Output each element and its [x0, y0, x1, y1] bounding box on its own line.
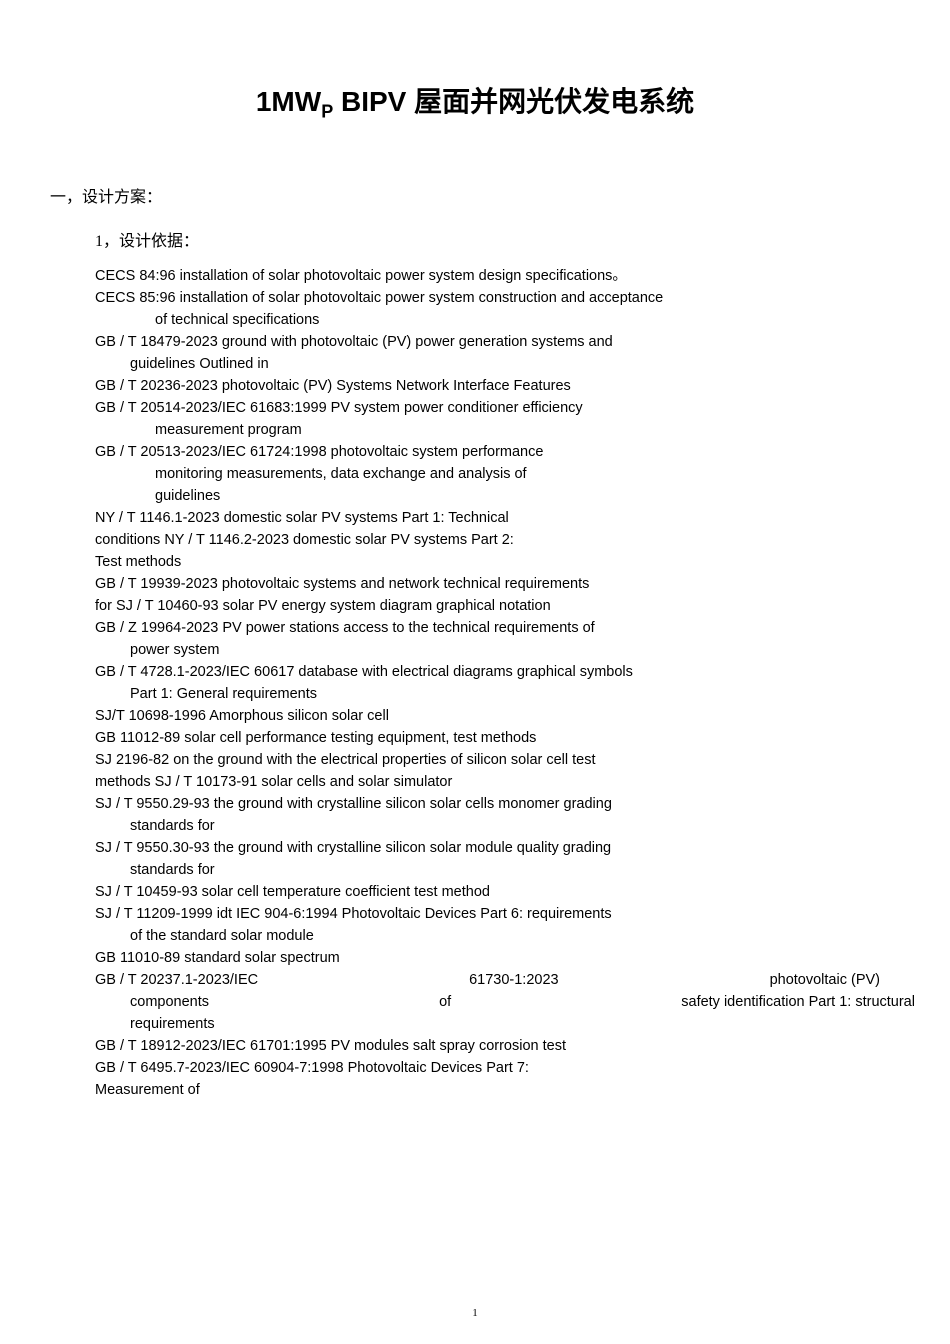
spec-item-justified: GB / T 20237.1-2023/IEC 61730-1:2023 pho…: [95, 970, 880, 991]
title-prefix: 1MW: [256, 86, 321, 117]
spec-item: GB / T 18479-2023 ground with photovolta…: [95, 332, 880, 353]
col-text: photovoltaic (PV): [770, 970, 880, 991]
spec-item: GB / T 4728.1-2023/IEC 60617 database wi…: [95, 662, 880, 683]
subsection-heading: 1，设计依据：: [95, 227, 880, 251]
spec-item: guidelines Outlined in: [130, 354, 880, 375]
spec-item: Part 1: General requirements: [130, 684, 880, 705]
spec-item: SJ / T 10459-93 solar cell temperature c…: [95, 882, 880, 903]
spec-item: GB / T 19939-2023 photovoltaic systems a…: [95, 574, 880, 595]
spec-item: SJ / T 11209-1999 idt IEC 904-6:1994 Pho…: [95, 904, 880, 925]
spec-item: SJ 2196-82 on the ground with the electr…: [95, 750, 880, 771]
spec-item: GB / T 20513-2023/IEC 61724:1998 photovo…: [95, 442, 880, 463]
spec-item: GB / T 18912-2023/IEC 61701:1995 PV modu…: [95, 1036, 880, 1057]
spec-item: GB 11010-89 standard solar spectrum: [95, 948, 880, 969]
col-text: components: [130, 992, 209, 1013]
spec-item: GB 11012-89 solar cell performance testi…: [95, 728, 880, 749]
document-title: 1MWP BIPV 屋面并网光伏发电系统: [70, 80, 880, 123]
col-text: 61730-1:2023: [469, 970, 559, 991]
col-text: of: [439, 992, 451, 1013]
spec-item: CECS 85:96 installation of solar photovo…: [95, 288, 880, 309]
col-text: GB / T 20237.1-2023/IEC: [95, 970, 258, 991]
spec-list: CECS 84:96 installation of solar photovo…: [95, 266, 880, 1102]
spec-item: Test methods: [95, 552, 880, 573]
spec-item: GB / T 20514-2023/IEC 61683:1999 PV syst…: [95, 398, 880, 419]
spec-item: GB / T 20236-2023 photovoltaic (PV) Syst…: [95, 376, 880, 397]
col-text: safety identification Part 1: structural: [681, 992, 915, 1013]
spec-item: SJ / T 9550.30-93 the ground with crysta…: [95, 838, 880, 859]
spec-item: measurement program: [155, 420, 880, 441]
title-subscript: P: [321, 102, 333, 122]
spec-item: NY / T 1146.1-2023 domestic solar PV sys…: [95, 508, 880, 529]
spec-item: GB / T 6495.7-2023/IEC 60904-7:1998 Phot…: [95, 1058, 880, 1079]
spec-item-justified: components of safety identification Part…: [130, 992, 915, 1013]
spec-item: for SJ / T 10460-93 solar PV energy syst…: [95, 596, 880, 617]
spec-item: standards for: [130, 816, 880, 837]
spec-item: GB / Z 19964-2023 PV power stations acce…: [95, 618, 880, 639]
spec-item: conditions NY / T 1146.2-2023 domestic s…: [95, 530, 880, 551]
spec-item: power system: [130, 640, 880, 661]
spec-item: standards for: [130, 860, 880, 881]
spec-item: SJ/T 10698-1996 Amorphous silicon solar …: [95, 706, 880, 727]
title-rest: BIPV 屋面并网光伏发电系统: [333, 86, 694, 117]
spec-item: guidelines: [155, 486, 880, 507]
spec-item: of technical specifications: [155, 310, 880, 331]
spec-item: monitoring measurements, data exchange a…: [155, 464, 880, 485]
spec-item: Measurement of: [95, 1080, 880, 1101]
spec-item: SJ / T 9550.29-93 the ground with crysta…: [95, 794, 880, 815]
spec-item: requirements: [130, 1014, 880, 1035]
spec-item: methods SJ / T 10173-91 solar cells and …: [95, 772, 880, 793]
spec-item: CECS 84:96 installation of solar photovo…: [95, 266, 880, 287]
section-heading: 一，设计方案：: [50, 183, 880, 207]
page-number: 1: [472, 1307, 478, 1319]
spec-item: of the standard solar module: [130, 926, 880, 947]
